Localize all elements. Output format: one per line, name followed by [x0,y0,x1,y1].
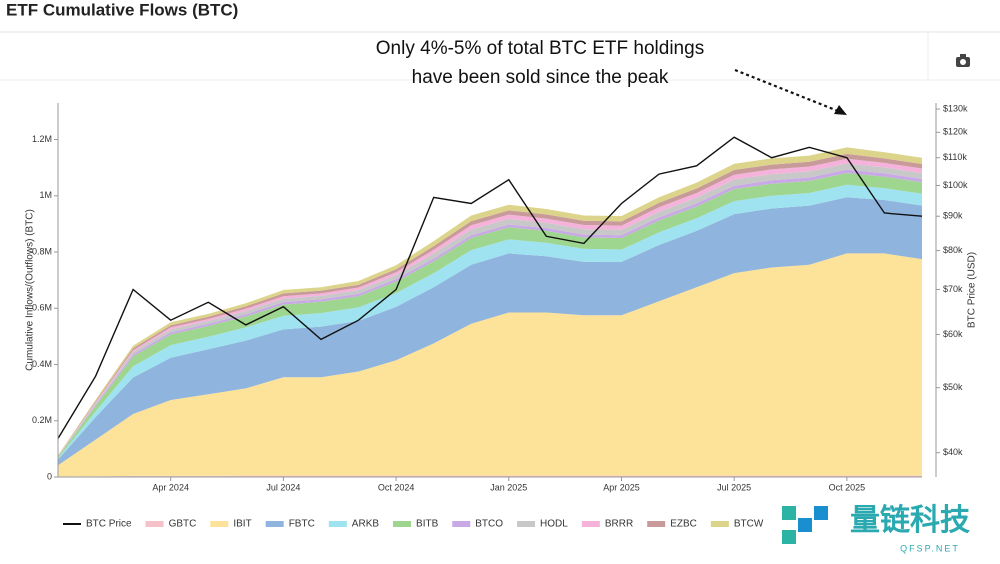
legend-label: GBTC [169,519,197,530]
x-tick-label: Apr 2024 [152,482,189,492]
y2-tick-label: $60k [943,329,963,339]
arrow-head [834,105,847,115]
y-tick-label: 1.2M [32,134,52,144]
legend-swatch [647,521,666,527]
legend-label: BTCW [734,519,764,530]
annotation: have been sold since the peak [412,67,669,88]
camera-lens[interactable] [960,59,966,65]
y2-tick-label: $110k [943,152,967,162]
x-tick-label: Oct 2025 [829,482,866,492]
legend-label: ARKB [352,519,380,530]
logo-square [782,506,796,520]
y-tick-label: 0.4M [32,359,52,369]
y-tick-label: 1M [39,190,52,200]
price-line [57,136,923,439]
y2-tick-label: $100k [943,180,968,190]
legend-label: EZBC [670,519,697,530]
y-axis-label: Cumulative Inflows/(Outflows) (BTC) [25,209,36,371]
camera-top[interactable] [960,54,966,58]
y2-tick-label: $130k [943,103,968,113]
y2-tick-label: $120k [943,127,968,137]
y2-tick-label: $90k [943,211,963,221]
chart-title: ETF Cumulative Flows (BTC) [6,0,238,19]
legend-swatch [393,521,412,527]
y-tick-label: 0.8M [32,246,52,256]
x-tick-label: Jul 2025 [717,482,751,492]
logo-square [814,506,828,520]
legend-label: IBIT [233,519,251,530]
y2-tick-label: $50k [943,382,963,392]
legend-swatch [581,521,600,527]
annotation: Only 4%-5% of total BTC ETF holdings [376,38,704,59]
x-tick-label: Apr 2025 [603,482,640,492]
legend-swatch [710,521,729,527]
y2-tick-label: $70k [943,284,963,294]
legend-swatch [145,521,164,527]
y-tick-label: 0 [47,471,52,481]
y-tick-label: 0.2M [32,415,52,425]
logo-square [798,518,812,532]
camera-icon[interactable] [956,54,970,67]
logo-site: QFSP.NET [900,543,960,553]
y2-axis-label: BTC Price (USD) [967,252,978,328]
legend-swatch [210,521,229,527]
y2-tick-label: $40k [943,447,963,457]
legend-label: HODL [540,519,568,530]
legend-label: BTCO [475,519,503,530]
x-tick-label: Jan 2025 [490,482,527,492]
x-tick-label: Jul 2024 [266,482,300,492]
annotation-arrow [734,68,839,113]
logo: 量链科技 QFSP.NET [782,503,970,553]
x-tick-label: Oct 2024 [378,482,415,492]
legend-swatch [265,521,284,527]
y-tick-label: 0.6M [32,303,52,313]
legend-swatch [452,521,471,527]
legend-label: BTC Price [86,519,132,530]
y2-tick-label: $80k [943,245,963,255]
logo-square [782,530,796,544]
legend-swatch [517,521,536,527]
legend-label: BITB [416,519,439,530]
area [58,197,922,466]
legend-label: FBTC [289,519,315,530]
legend-swatch [328,521,347,527]
logo-name: 量链科技 [850,503,970,537]
area [58,253,922,477]
legend-label: BRRR [605,519,633,530]
